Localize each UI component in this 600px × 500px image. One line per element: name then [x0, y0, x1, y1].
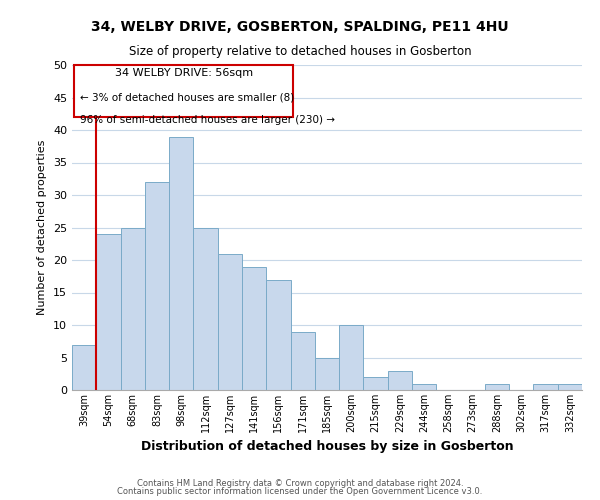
Bar [266, 280, 290, 390]
Bar [485, 384, 509, 390]
Bar [388, 370, 412, 390]
Bar [72, 344, 96, 390]
Bar [533, 384, 558, 390]
Bar [290, 332, 315, 390]
Bar [339, 325, 364, 390]
Bar [558, 384, 582, 390]
Text: 34, WELBY DRIVE, GOSBERTON, SPALDING, PE11 4HU: 34, WELBY DRIVE, GOSBERTON, SPALDING, PE… [91, 20, 509, 34]
Text: Contains HM Land Registry data © Crown copyright and database right 2024.: Contains HM Land Registry data © Crown c… [137, 478, 463, 488]
Bar [412, 384, 436, 390]
Bar [169, 136, 193, 390]
Bar [193, 228, 218, 390]
Bar [315, 358, 339, 390]
Y-axis label: Number of detached properties: Number of detached properties [37, 140, 47, 315]
Text: Size of property relative to detached houses in Gosberton: Size of property relative to detached ho… [128, 45, 472, 58]
Text: ← 3% of detached houses are smaller (8): ← 3% of detached houses are smaller (8) [80, 92, 294, 102]
Bar [242, 266, 266, 390]
FancyBboxPatch shape [74, 65, 293, 117]
Bar [96, 234, 121, 390]
Text: 96% of semi-detached houses are larger (230) →: 96% of semi-detached houses are larger (… [80, 116, 335, 126]
Bar [121, 228, 145, 390]
X-axis label: Distribution of detached houses by size in Gosberton: Distribution of detached houses by size … [140, 440, 514, 454]
Bar [364, 377, 388, 390]
Bar [218, 254, 242, 390]
Text: 34 WELBY DRIVE: 56sqm: 34 WELBY DRIVE: 56sqm [115, 68, 253, 78]
Bar [145, 182, 169, 390]
Text: Contains public sector information licensed under the Open Government Licence v3: Contains public sector information licen… [118, 487, 482, 496]
